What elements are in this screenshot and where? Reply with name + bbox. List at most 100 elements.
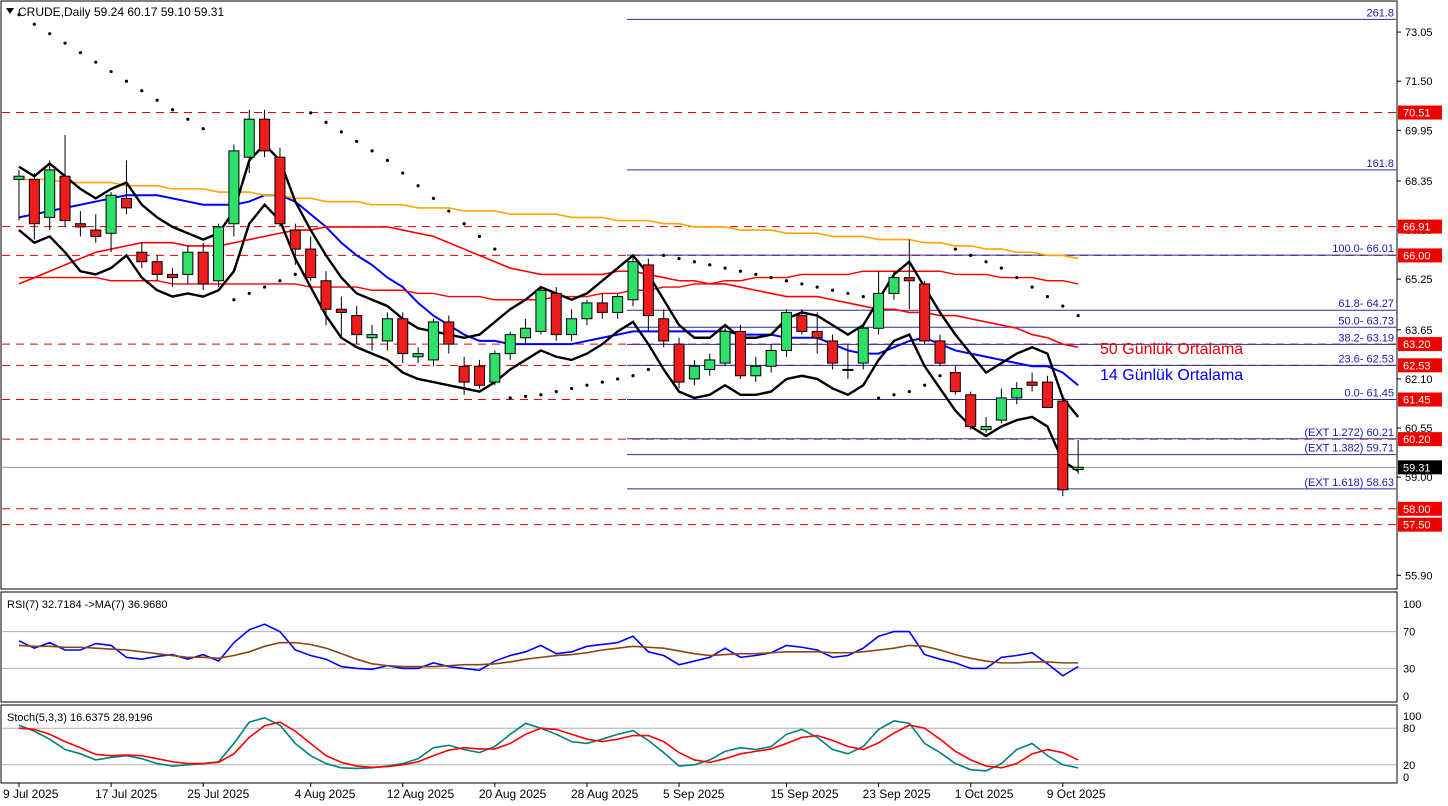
candle-down xyxy=(965,394,977,427)
fib-level-label: 0.0- 61.45 xyxy=(1344,388,1394,400)
psar-dot xyxy=(738,269,743,273)
psar-dot xyxy=(1030,285,1034,289)
osc-tick-label: 30 xyxy=(1403,663,1415,675)
candle-up xyxy=(765,349,777,367)
candle-up xyxy=(105,194,117,234)
psar-dot xyxy=(186,117,190,121)
psar-dot xyxy=(969,253,973,258)
candle-down xyxy=(658,318,670,342)
psar-dot xyxy=(232,298,236,302)
price-tick-label: 71.50 xyxy=(1405,76,1433,88)
psar-dot xyxy=(124,79,129,83)
ohlc-values: 59.24 60.17 59.10 59.31 xyxy=(94,5,224,19)
psar-dot xyxy=(431,196,436,200)
psar-dot xyxy=(508,396,512,400)
x-tick-label: 20 Aug 2025 xyxy=(479,787,547,801)
ma200-line xyxy=(19,270,1079,301)
psar-dot xyxy=(140,89,144,93)
level-price-label: 66.91 xyxy=(1403,222,1431,234)
stoch-panel xyxy=(0,704,1398,784)
current-price-label: 59.31 xyxy=(1403,462,1431,474)
candle-down xyxy=(151,261,163,275)
level-price-label: 66.00 xyxy=(1403,250,1431,262)
candle-down xyxy=(289,229,301,250)
level-price-box xyxy=(1398,501,1442,516)
psar-dot xyxy=(999,266,1004,270)
psar-dot xyxy=(830,288,835,292)
psar-dot xyxy=(708,263,712,267)
psar-dot xyxy=(339,130,343,134)
osc-tick-label: 0 xyxy=(1403,691,1409,703)
fib-level-label: 100.0- 66.01 xyxy=(1332,243,1394,255)
psar-dot xyxy=(493,247,497,251)
stoch-title: Stoch(5,3,3) 16.6375 28.9196 xyxy=(7,712,153,724)
candle-up xyxy=(228,150,240,225)
psar-dot xyxy=(892,393,896,397)
price-tick-label: 60.55 xyxy=(1405,423,1433,435)
candle-down xyxy=(197,251,209,285)
psar-dot xyxy=(631,374,635,378)
candle-down xyxy=(1057,400,1069,491)
candle-up xyxy=(995,397,1007,421)
psar-dot xyxy=(293,272,297,277)
fib-level-label: (EXT 1.272) 60.21 xyxy=(1304,427,1394,439)
candle-up xyxy=(750,365,762,377)
price-tick-label: 73.05 xyxy=(1405,27,1433,39)
candle-up xyxy=(1011,387,1023,399)
fib-level-label: 61.8- 64.27 xyxy=(1338,298,1394,310)
osc-tick-label: 80 xyxy=(1403,723,1415,735)
psar-dot xyxy=(201,127,205,131)
psar-dot xyxy=(800,282,804,286)
psar-dot xyxy=(247,291,251,296)
rsi-ma-line xyxy=(18,641,1079,668)
x-tick-label: 5 Sep 2025 xyxy=(663,787,725,801)
candle-up xyxy=(581,302,593,320)
level-price-label: 58.00 xyxy=(1403,504,1431,516)
rsi-title: RSI(7) 32.7184 ->MA(7) 36.9680 xyxy=(7,599,168,611)
fib-level-label: 23.6- 62.53 xyxy=(1338,353,1394,365)
x-tick-label: 23 Sep 2025 xyxy=(863,787,931,801)
psar-dot xyxy=(662,253,666,258)
candle-up xyxy=(688,365,700,380)
level-price-box xyxy=(1398,248,1442,263)
psar-dot xyxy=(754,272,758,277)
fib-level-label: (EXT 1.382) 59.71 xyxy=(1304,443,1394,455)
psar-dot xyxy=(846,291,850,296)
psar-dot xyxy=(723,266,727,270)
candle-down xyxy=(934,340,946,364)
candle-down xyxy=(259,118,271,152)
psar-dot xyxy=(784,279,789,283)
price-tick-label: 65.25 xyxy=(1405,274,1433,286)
psar-dot xyxy=(938,374,942,378)
fib-level-label: 38.2- 63.19 xyxy=(1338,332,1394,344)
candle-down xyxy=(811,330,823,339)
candle-down xyxy=(596,302,608,313)
candle-down xyxy=(351,315,363,336)
candle-down xyxy=(642,264,654,317)
x-tick-label: 28 Aug 2025 xyxy=(571,787,639,801)
psar-dot xyxy=(109,70,113,74)
psar-dot xyxy=(48,32,52,36)
candle-down xyxy=(1041,381,1053,408)
psar-dot xyxy=(585,383,589,387)
candle-up xyxy=(520,327,532,339)
psar-dot xyxy=(616,377,620,381)
price-tick-label: 63.65 xyxy=(1405,325,1433,337)
price-tick-label: 68.35 xyxy=(1405,176,1433,188)
candle-down xyxy=(443,321,455,345)
psar-dot xyxy=(646,367,650,372)
level-price-label: 57.50 xyxy=(1403,520,1431,532)
candle-down xyxy=(335,308,347,313)
level-price-box xyxy=(1398,358,1442,373)
fib-level-label: 161.8 xyxy=(1366,158,1394,170)
level-price-label: 60.20 xyxy=(1403,434,1431,446)
psar-dot xyxy=(1045,294,1050,299)
psar-dot xyxy=(923,383,927,387)
fib-level-label: (EXT 1.618) 58.63 xyxy=(1304,477,1394,489)
menu-triangle-icon[interactable] xyxy=(6,8,14,14)
psar-dot xyxy=(17,13,21,17)
candle-down xyxy=(734,330,746,377)
candle-up xyxy=(213,226,225,282)
candle-down xyxy=(550,292,562,336)
